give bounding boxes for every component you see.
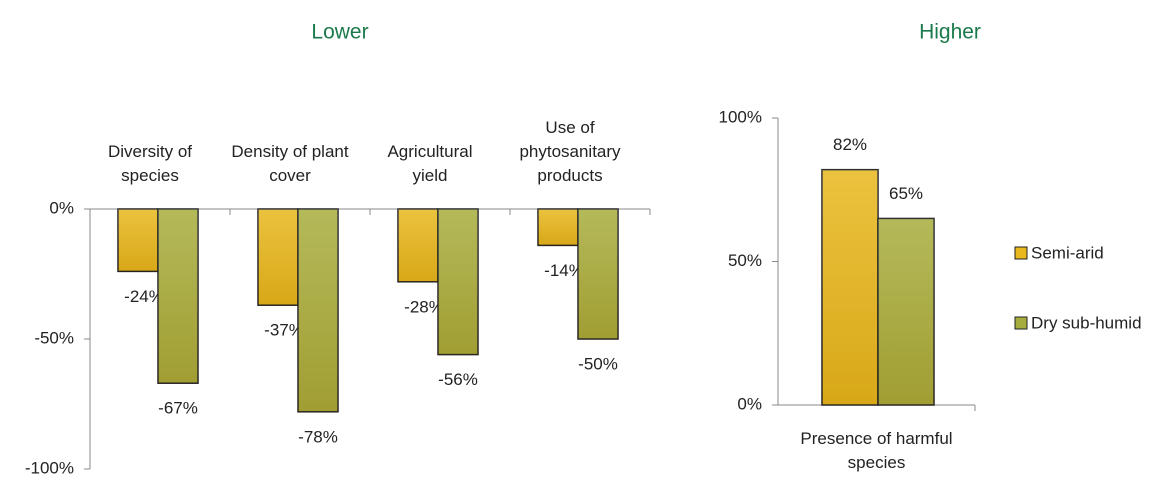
value-label: -37%	[264, 321, 304, 340]
y-tick-label: 50%	[728, 251, 762, 270]
value-label: -24%	[124, 287, 164, 306]
x-tick-label: Density of plant cover	[231, 142, 349, 185]
value-label: -56%	[438, 370, 478, 389]
legend-label: Semi-arid	[1031, 243, 1104, 262]
bar-shade	[438, 209, 478, 355]
x-tick-label: Use of phytosanitary products	[519, 118, 621, 185]
legend-swatch	[1014, 246, 1028, 260]
y-tick-label: -50%	[34, 328, 74, 347]
y-tick-label: -100%	[25, 458, 74, 477]
x-tick-label: Agricultural yield	[387, 142, 473, 185]
legend-swatch	[1014, 316, 1028, 330]
legend-label: Dry sub-humid	[1031, 313, 1142, 332]
bar-shade	[298, 209, 338, 412]
y-tick-label: 100%	[719, 107, 762, 126]
chart-title: Lower	[311, 21, 368, 44]
x-tick-label: Presence of harmful species	[800, 429, 953, 472]
value-label: -28%	[404, 297, 444, 316]
bar-shade	[258, 209, 298, 306]
value-label: -78%	[298, 427, 338, 446]
value-label: -14%	[544, 261, 584, 280]
y-tick-label: 0%	[49, 198, 74, 217]
bar-shade	[578, 209, 618, 339]
bar-shade	[878, 218, 934, 405]
x-tick-label: Diversity of species	[107, 142, 193, 185]
y-tick-label: 0%	[737, 394, 762, 413]
value-label: -50%	[578, 354, 618, 373]
bar-shade	[538, 209, 578, 246]
value-label: 82%	[833, 135, 867, 154]
bar-shade	[398, 209, 438, 282]
value-label: 65%	[889, 184, 923, 203]
chart-title: Higher	[919, 21, 981, 44]
bar-shade	[158, 209, 198, 384]
value-label: -67%	[158, 399, 198, 418]
bar-shade	[822, 169, 878, 405]
bar-shade	[118, 209, 158, 272]
